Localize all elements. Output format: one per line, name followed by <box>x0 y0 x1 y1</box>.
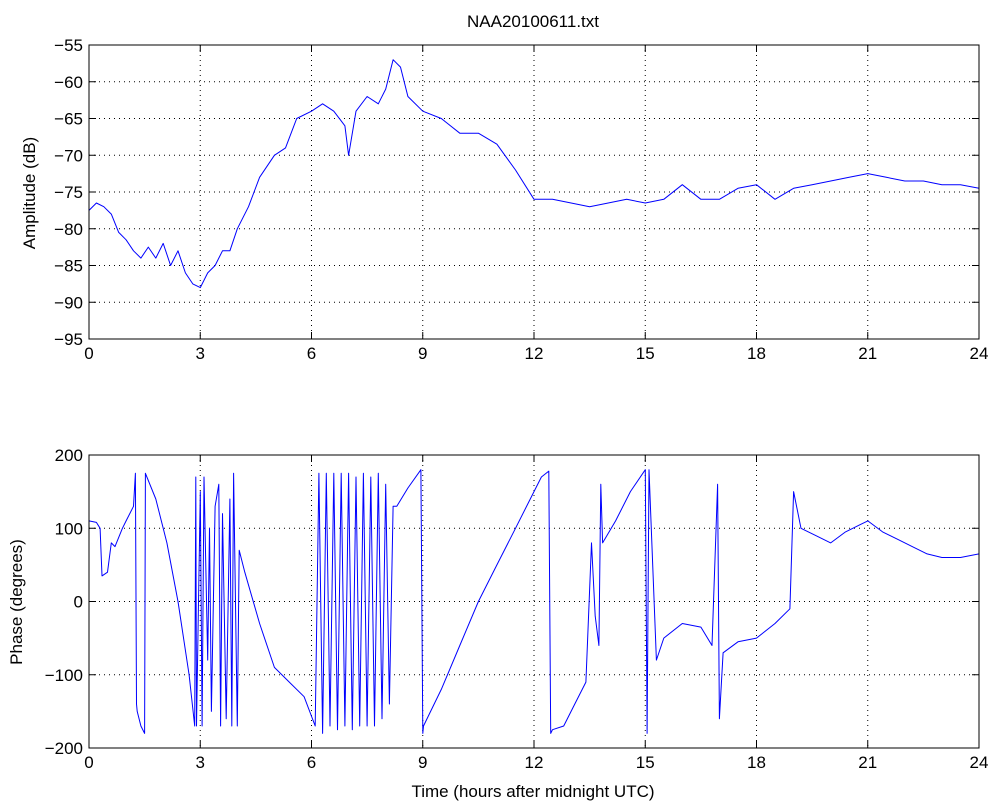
phase-y-tick-label: −100 <box>45 666 83 685</box>
amplitude-x-tick-label: 6 <box>307 344 316 363</box>
phase-plot-frame <box>88 454 980 749</box>
amplitude-axes: 0 3 6 9 12 15 18 21 24 −55 −60 −65 −70 −75 −80 −85 −90 −9… <box>54 36 988 363</box>
phase-y-tick-label: 0 <box>74 593 83 612</box>
amplitude-y-tick-label: −55 <box>54 36 83 55</box>
amplitude-x-tick-label: 12 <box>525 344 544 363</box>
phase-x-tick-label: 21 <box>858 753 877 772</box>
amplitude-y-tick-label: −75 <box>54 183 83 202</box>
phase-y-tick-label: 100 <box>55 519 83 538</box>
phase-x-tick-label: 18 <box>747 753 766 772</box>
amplitude-y-tick-label: −70 <box>54 146 83 165</box>
amplitude-x-tick-label: 24 <box>970 344 989 363</box>
amplitude-y-tick-label: −80 <box>54 220 83 239</box>
phase-series-line <box>88 469 980 734</box>
phase-y-tick-label: 200 <box>55 446 83 465</box>
phase-x-tick-label: 9 <box>418 753 427 772</box>
amplitude-y-tick-label: −65 <box>54 110 83 129</box>
phase-x-tick-label: 15 <box>636 753 655 772</box>
amplitude-y-tick-label: −85 <box>54 257 83 276</box>
amplitude-x-tick-label: 3 <box>196 344 205 363</box>
phase-y-tick-label: −200 <box>45 739 83 758</box>
figure-title: NAA20100611.txt <box>467 12 599 31</box>
phase-x-tick-label: 24 <box>970 753 989 772</box>
amplitude-y-tick-label: −95 <box>54 330 83 349</box>
amplitude-series-line <box>88 59 980 289</box>
phase-x-tick-label: 6 <box>307 753 316 772</box>
amplitude-y-tick-label: −90 <box>54 293 83 312</box>
amplitude-y-axis-label: Amplitude (dB) <box>20 137 39 249</box>
amplitude-x-tick-label: 18 <box>747 344 766 363</box>
phase-x-tick-label: 3 <box>196 753 205 772</box>
amplitude-x-tick-label: 9 <box>418 344 427 363</box>
amplitude-x-tick-label: 21 <box>858 344 877 363</box>
amplitude-plot-frame <box>88 44 980 340</box>
phase-x-tick-label: 0 <box>84 753 93 772</box>
phase-axes: 0 3 6 9 12 15 18 21 24 200 100 0 −100 −200 <box>45 446 989 772</box>
x-axis-label: Time (hours after midnight UTC) <box>411 782 654 801</box>
amplitude-x-tick-label: 15 <box>636 344 655 363</box>
phase-y-axis-label: Phase (degrees) <box>7 539 26 665</box>
phase-x-tick-label: 12 <box>525 753 544 772</box>
amplitude-x-tick-label: 0 <box>84 344 93 363</box>
amplitude-y-tick-label: −60 <box>54 73 83 92</box>
